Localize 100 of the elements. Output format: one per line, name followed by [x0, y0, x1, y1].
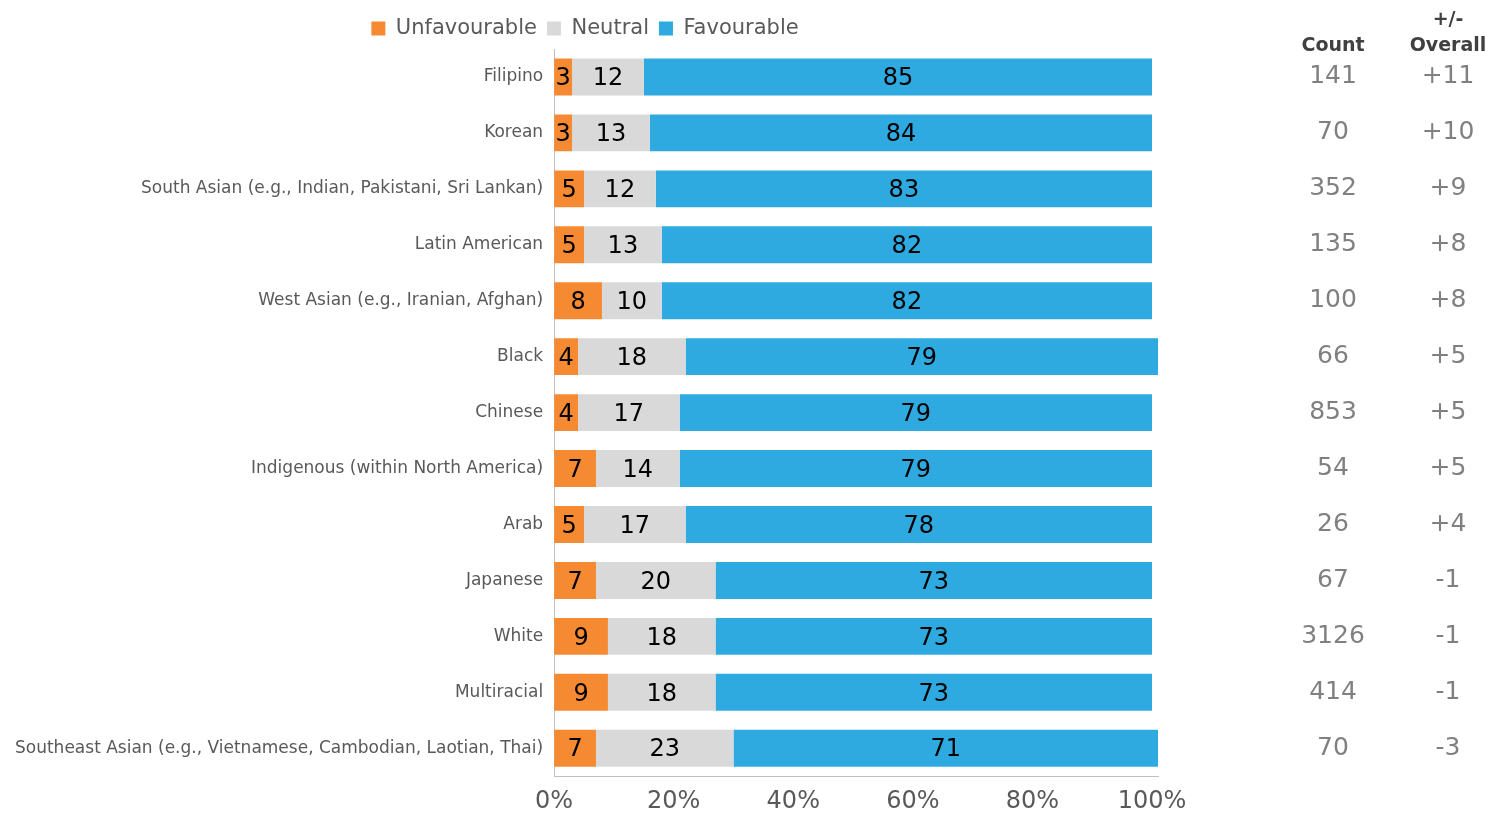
data-label: 12 [592, 63, 624, 92]
text: 414 [1309, 675, 1357, 705]
data-label: 73 [918, 566, 950, 595]
text: 70 [1317, 116, 1349, 146]
text: 141 [1309, 60, 1357, 90]
text: +5 [1429, 452, 1467, 482]
text: +4 [1429, 507, 1467, 537]
bar [554, 561, 596, 599]
bar [715, 673, 1153, 711]
y-tick-label: White [493, 624, 544, 645]
data-label: 9 [573, 678, 589, 707]
text: +10 [1421, 116, 1475, 146]
bar [584, 170, 656, 208]
data-label: 5 [561, 175, 577, 204]
data-label: 20 [640, 566, 672, 595]
y-tick-label: Multiracial [454, 680, 544, 701]
y-tick-label: Japanese [464, 568, 544, 589]
text: 66 [1317, 340, 1349, 370]
y-tick-label: Black [497, 345, 544, 366]
data-label: 9 [573, 622, 589, 651]
data-label: 7 [567, 734, 583, 763]
text: 3126 [1301, 619, 1365, 649]
y-tick-label: Arab [503, 512, 544, 533]
text: +5 [1429, 340, 1467, 370]
bar [661, 282, 1153, 320]
data-label: 79 [900, 454, 932, 483]
text: Count [1301, 32, 1365, 55]
x-tick-label: 60% [886, 785, 940, 814]
data-label: 73 [918, 622, 950, 651]
data-label: 79 [900, 398, 932, 427]
bar [649, 114, 1153, 152]
data-label: 18 [646, 678, 678, 707]
bar [554, 450, 596, 487]
data-label: 4 [558, 398, 574, 427]
data-label: 84 [885, 119, 917, 148]
data-label: 18 [616, 342, 648, 371]
x-tick-label: 40% [766, 785, 820, 814]
text: -1 [1435, 563, 1461, 593]
y-tick-label: Korean [484, 121, 544, 142]
x-tick-label: 80% [1005, 785, 1060, 814]
data-label: 17 [619, 510, 651, 539]
data-label: 14 [622, 454, 654, 483]
data-label: 85 [882, 63, 914, 92]
bar [643, 58, 1153, 96]
bar [595, 561, 716, 599]
bar [679, 394, 1153, 432]
bar [661, 226, 1153, 264]
bar [572, 114, 650, 152]
data-label: 5 [561, 510, 577, 539]
y-tick-label: Indigenous (within North America) [251, 456, 544, 477]
bar [578, 338, 686, 376]
bar [554, 673, 608, 711]
data-label: 4 [558, 342, 574, 371]
text: 70 [1317, 731, 1349, 761]
y-tick-label: Chinese [475, 401, 544, 422]
bar [584, 506, 686, 543]
y-tick-label: Latin American [414, 233, 544, 254]
x-tick-label: 100% [1117, 785, 1187, 814]
y-tick-label: Filipino [483, 65, 544, 86]
text: 135 [1309, 228, 1357, 258]
bar [595, 450, 680, 487]
data-label: 10 [616, 286, 648, 315]
data-label: 3 [555, 63, 571, 92]
text: +5 [1429, 396, 1467, 426]
text: -3 [1435, 731, 1461, 761]
text: 26 [1317, 507, 1349, 537]
data-label: 18 [646, 622, 678, 651]
data-label: 5 [561, 231, 577, 260]
text: +11 [1421, 60, 1475, 90]
text: 67 [1317, 563, 1349, 593]
y-tick-label: Southeast Asian (e.g., Vietnamese, Cambodian, Laotian, Thai) [14, 736, 544, 757]
data-label: 73 [918, 678, 950, 707]
bar [607, 617, 716, 655]
bar [554, 282, 602, 320]
data-label: 83 [888, 175, 920, 204]
text: +9 [1429, 172, 1467, 202]
data-label: 78 [903, 510, 935, 539]
data-label: 13 [595, 119, 627, 148]
text: +8 [1429, 228, 1467, 258]
text: +8 [1429, 284, 1467, 314]
data-label: 82 [891, 231, 923, 260]
bar [584, 226, 662, 264]
bar [595, 729, 734, 767]
bar [715, 561, 1153, 599]
bar [685, 338, 1158, 376]
legend-label: Favourable [683, 14, 799, 39]
bar [655, 170, 1153, 208]
data-label: 13 [607, 231, 639, 260]
data-label: 8 [570, 286, 586, 315]
bar [601, 282, 662, 320]
data-label: 23 [649, 734, 680, 763]
data-label: 71 [930, 734, 962, 763]
bar [554, 729, 596, 767]
legend-label: Neutral [571, 14, 649, 39]
bar [679, 450, 1153, 487]
data-label: 3 [555, 119, 571, 148]
text: 853 [1309, 396, 1357, 426]
data-label: 7 [567, 454, 583, 483]
x-tick-label: 20% [647, 785, 701, 814]
y-tick-label: West Asian (e.g., Iranian, Afghan) [258, 289, 544, 310]
